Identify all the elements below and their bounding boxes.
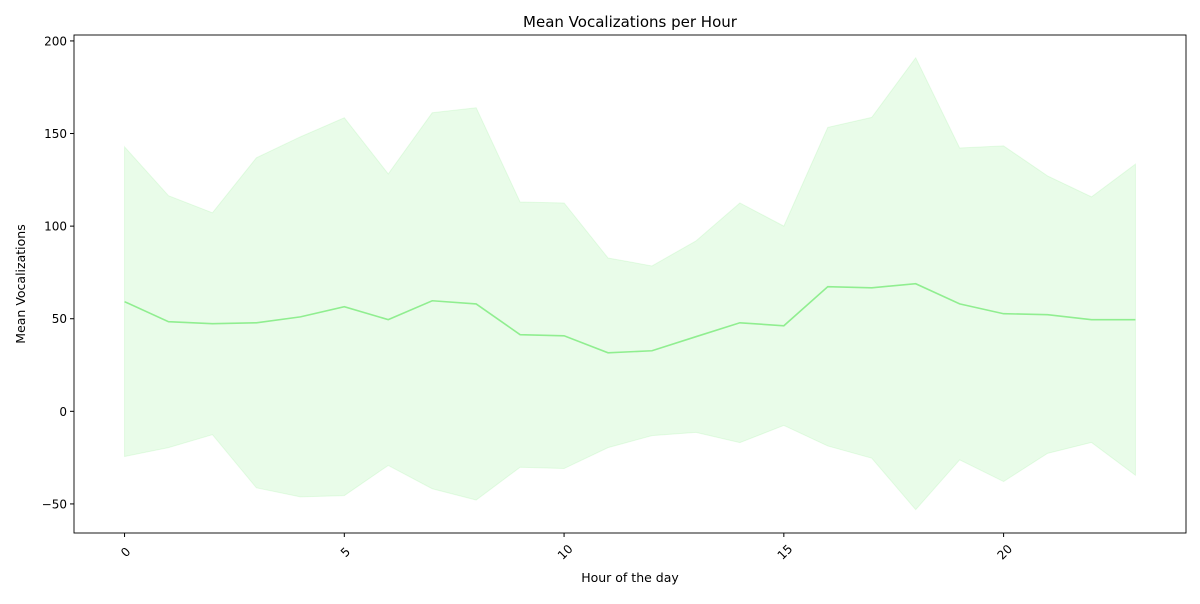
chart-title: Mean Vocalizations per Hour <box>523 13 738 31</box>
std-band <box>124 56 1136 511</box>
series-line-mean <box>124 282 1136 354</box>
x-tick-label: 15 <box>775 542 796 563</box>
y-axis-label: Mean Vocalizations <box>13 224 28 343</box>
plot-area: 0 5 10 15 20 −50 0 50 100 150 200 <box>42 34 1187 563</box>
axes-frame <box>73 34 1187 534</box>
x-tick-label: 0 <box>118 545 133 560</box>
x-axis-label: Hour of the day <box>581 570 679 585</box>
y-tick-label: 50 <box>52 312 67 326</box>
y-tick-label: 0 <box>59 405 67 419</box>
y-tick-label: 200 <box>44 34 67 48</box>
x-tick-label: 20 <box>994 542 1015 563</box>
y-tick-label: 150 <box>44 127 67 141</box>
x-tick-label: 5 <box>338 545 353 560</box>
y-tick-label: −50 <box>42 497 67 511</box>
x-tick-label: 10 <box>555 542 576 563</box>
y-tick-label: 100 <box>44 220 67 234</box>
